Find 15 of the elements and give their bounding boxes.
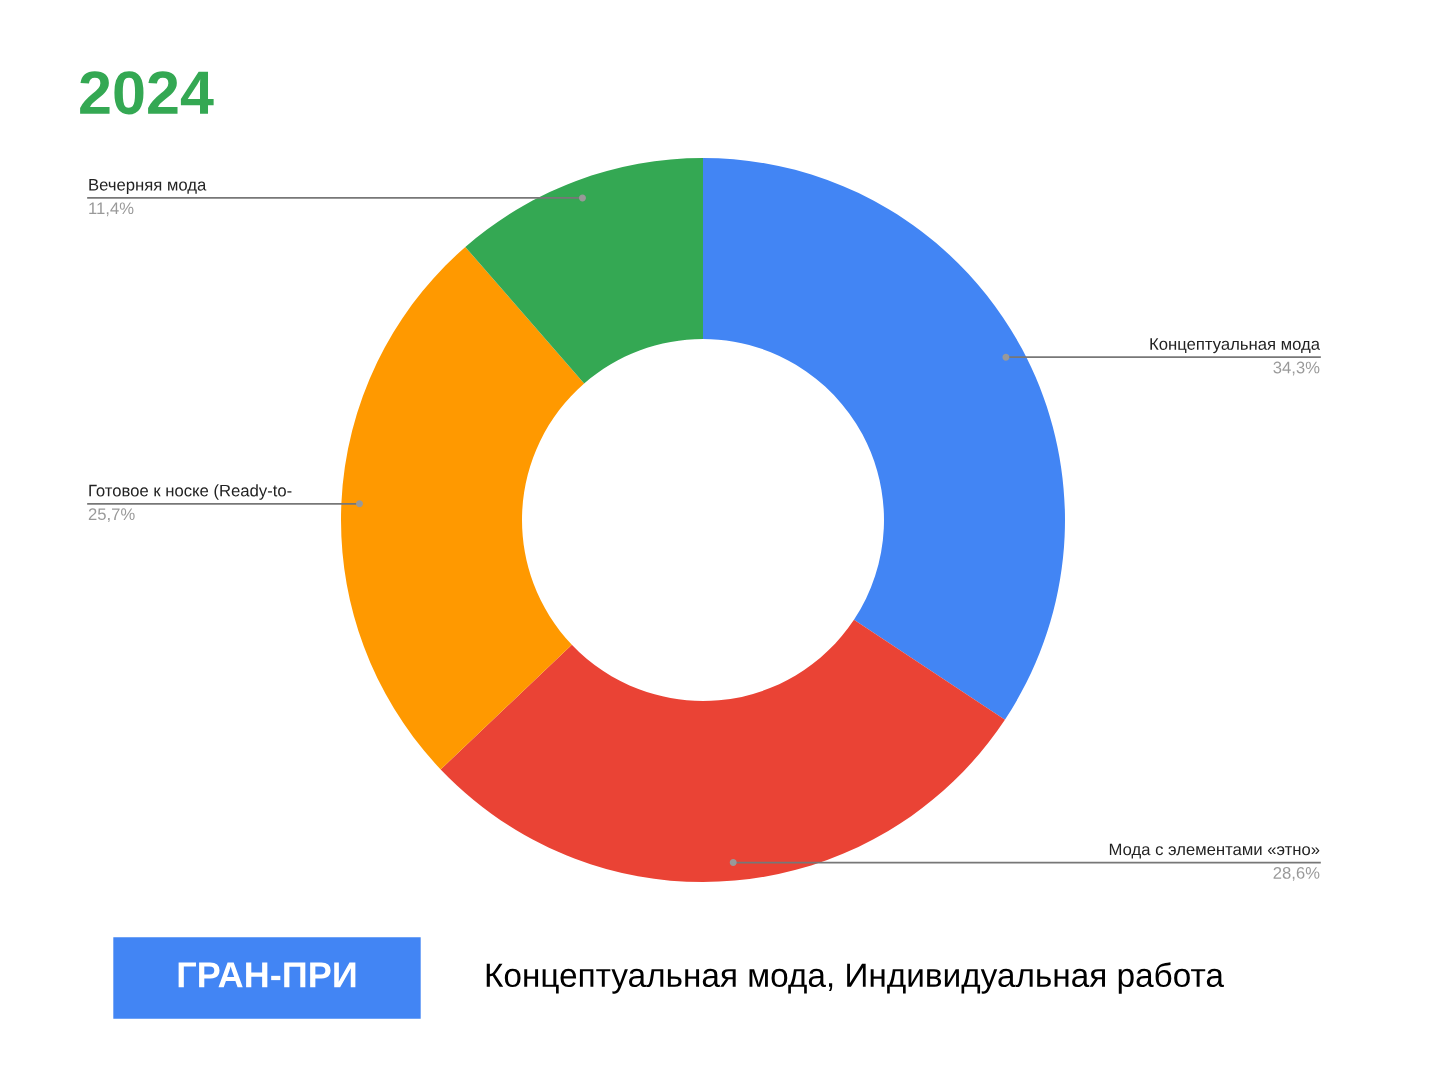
data-label: 28,6% [1273, 867, 1320, 881]
chart-title: 2024 [80, 71, 214, 115]
data-label: 25,7% [88, 508, 135, 523]
slice-label: Готовое к носке (Ready-to- [89, 484, 292, 500]
slice-label: Концептуальная мода [1150, 338, 1321, 354]
slice-label: Вечерняя мода [89, 179, 207, 194]
data-label: 34,3% [1273, 361, 1320, 376]
donut-slice [341, 246, 585, 770]
slice-label: Мода с элементами «этно» [1109, 843, 1320, 859]
text: ГРАН-ПРИ [178, 962, 356, 988]
text: Концептуальная мода, Индивидуальная работа [486, 962, 1224, 994]
data-label: 11,4% [89, 202, 134, 217]
donut-slice [703, 158, 1065, 720]
donut-slice [440, 619, 1005, 882]
donut-slice [465, 158, 703, 384]
